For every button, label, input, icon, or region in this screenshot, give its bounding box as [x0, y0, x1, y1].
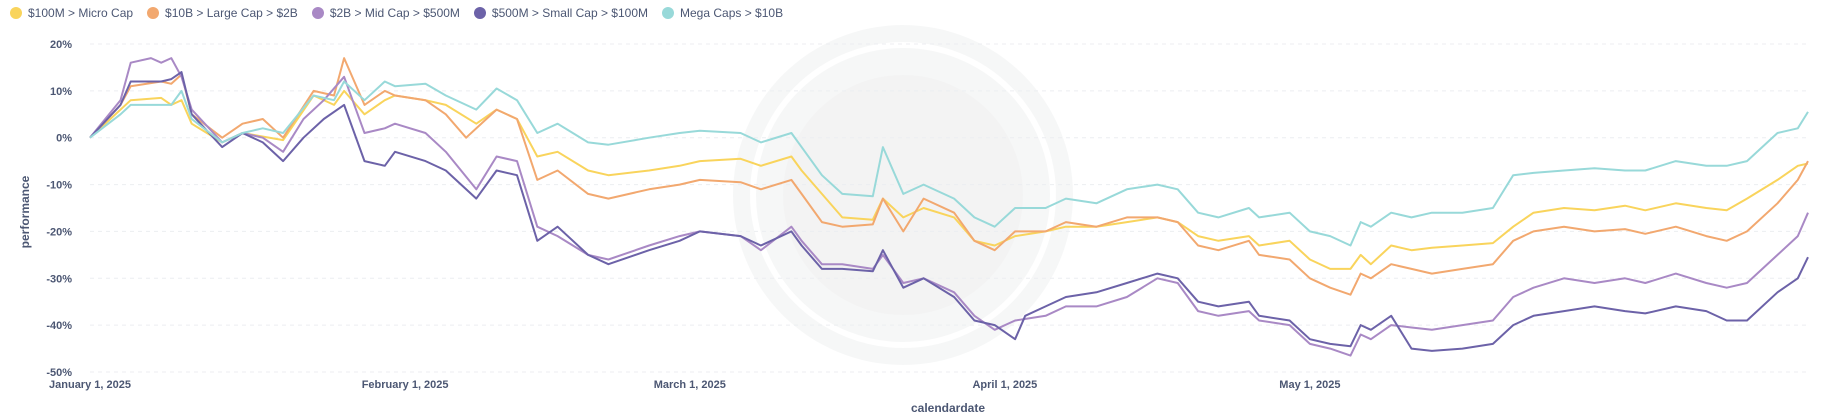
x-tick-label: March 1, 2025 [654, 379, 726, 391]
y-tick-label: -50% [46, 367, 72, 379]
y-tick-label: -40% [46, 320, 72, 332]
legend-item-micro-cap[interactable]: $100M > Micro Cap [10, 6, 133, 20]
series-line-4[interactable] [89, 80, 1809, 247]
legend-label-large-cap: $10B > Large Cap > $2B [165, 6, 298, 20]
series-line-1[interactable] [89, 57, 1809, 296]
y-tick-label: -20% [46, 226, 72, 238]
x-tick-label: May 1, 2025 [1279, 379, 1340, 391]
legend-label-micro-cap: $100M > Micro Cap [28, 6, 134, 20]
legend-dot-mid-cap [311, 7, 324, 19]
legend-dot-mega-cap [662, 7, 674, 19]
legend-label-mid-cap: $2B > Mid Cap > $500M [329, 6, 460, 20]
y-tick-label: 0% [56, 133, 72, 145]
x-axis-title: calendardate [911, 401, 985, 415]
legend-label-mega-cap: Mega Caps > $10B [680, 6, 784, 20]
x-tick-label: February 1, 2025 [362, 379, 449, 391]
y-tick-label: 20% [50, 39, 72, 51]
grid-lines [90, 43, 1808, 373]
series-lines [89, 57, 1809, 357]
series-line-2[interactable] [89, 57, 1809, 357]
legend-item-large-cap[interactable]: $10B > Large Cap > $2B [147, 6, 298, 20]
y-axis: 20% 10% 0% -10% -20% -30% -40% -50% [46, 39, 72, 379]
x-axis: January 1, 2025 February 1, 2025 March 1, … [49, 379, 1340, 391]
legend: $100M > Micro Cap $10B > Large Cap > $2B… [10, 6, 783, 20]
legend-dot-small-cap [473, 7, 486, 19]
x-tick-label: January 1, 2025 [49, 379, 131, 391]
y-tick-label: -30% [46, 273, 72, 285]
legend-item-small-cap[interactable]: $500M > Small Cap > $100M [473, 6, 648, 20]
legend-dot-large-cap [147, 7, 160, 19]
x-tick-label: April 1, 2025 [972, 379, 1037, 391]
legend-label-small-cap: $500M > Small Cap > $100M [491, 6, 648, 20]
legend-item-mega-cap[interactable]: Mega Caps > $10B [662, 6, 783, 20]
legend-item-mid-cap[interactable]: $2B > Mid Cap > $500M [311, 6, 460, 20]
y-axis-title: performance [18, 175, 32, 248]
watermark-globe [733, 25, 1073, 365]
series-line-3[interactable] [89, 71, 1809, 352]
y-tick-label: -10% [46, 180, 72, 192]
y-tick-label: 10% [50, 86, 72, 98]
legend-dot-micro-cap [10, 7, 22, 19]
